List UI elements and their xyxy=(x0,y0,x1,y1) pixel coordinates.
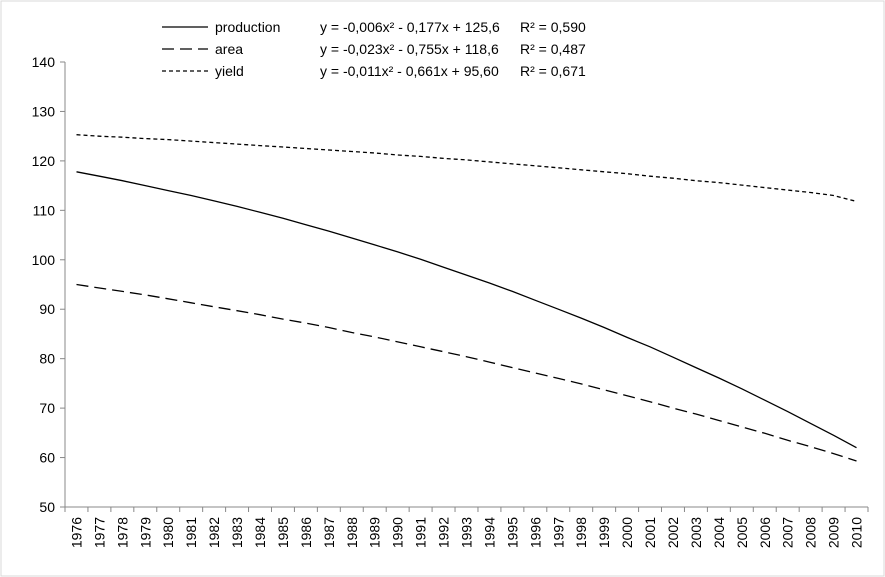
x-tick-label: 1982 xyxy=(206,517,222,548)
trendline-equation-production: y = -0,006x² - 0,177x + 125,6 xyxy=(320,19,500,35)
series-line-yield xyxy=(76,134,857,203)
y-tick-label: 80 xyxy=(39,351,55,367)
legend-label-area: area xyxy=(215,41,243,57)
x-tick-label: 1980 xyxy=(160,517,176,548)
axes: 50 60 70 80 90 100 110 120 130 140 1976 1977 1978 197… xyxy=(32,54,869,548)
legend-label-yield: yield xyxy=(215,63,244,79)
x-tick-label: 2003 xyxy=(688,517,704,548)
legend-label-production: production xyxy=(215,19,280,35)
x-tick-label: 2008 xyxy=(803,517,819,548)
x-tick-label: 1997 xyxy=(550,517,566,548)
x-tick-label: 2009 xyxy=(826,517,842,548)
x-tick-label: 1976 xyxy=(68,517,84,548)
y-tick-label: 140 xyxy=(32,54,56,70)
x-tick-label: 1992 xyxy=(436,517,452,548)
plot-area xyxy=(76,134,857,462)
y-tick-label: 130 xyxy=(32,103,56,119)
x-tick-label: 1979 xyxy=(137,517,153,548)
x-tick-label: 2006 xyxy=(757,517,773,548)
legend: production y = -0,006x² - 0,177x + 125,6 R… xyxy=(162,19,586,79)
x-tick-label: 2000 xyxy=(619,517,635,548)
x-tick-label: 1991 xyxy=(413,517,429,548)
y-tick-label: 90 xyxy=(39,301,55,317)
x-tick-label: 1990 xyxy=(390,517,406,548)
r-squared-area: R² = 0,487 xyxy=(520,41,586,57)
x-tick-label: 1984 xyxy=(252,517,268,548)
x-tick-label: 2007 xyxy=(780,517,796,548)
x-tick-label: 1986 xyxy=(298,517,314,548)
x-tick-label: 1977 xyxy=(91,517,107,548)
y-tick-label: 110 xyxy=(33,202,56,218)
x-tick-label: 1983 xyxy=(229,517,245,548)
x-tick-label: 1996 xyxy=(527,517,543,548)
x-tick-label: 1998 xyxy=(573,517,589,548)
series-line-area xyxy=(76,283,857,462)
trendline-equation-yield: y = -0,011x² - 0,661x + 95,60 xyxy=(320,63,499,79)
x-tick-label: 1993 xyxy=(459,517,475,548)
x-tick-label: 2010 xyxy=(849,517,865,548)
trendline-equation-area: y = -0,023x² - 0,755x + 118,6 xyxy=(320,41,499,57)
y-tick-label: 100 xyxy=(32,252,56,268)
y-tick-label: 60 xyxy=(39,450,55,466)
r-squared-yield: R² = 0,671 xyxy=(520,63,586,79)
y-tick-label: 120 xyxy=(32,153,56,169)
x-tick-label: 1987 xyxy=(321,517,337,548)
x-tick-label: 1999 xyxy=(596,517,612,548)
x-tick-label: 1994 xyxy=(481,517,497,548)
x-tick-label: 1981 xyxy=(183,517,199,548)
x-tick-label: 1989 xyxy=(367,517,383,548)
x-tick-label: 1985 xyxy=(275,517,291,548)
x-tick-label: 1978 xyxy=(114,517,130,548)
y-tick-label: 70 xyxy=(39,400,55,416)
x-tick-label: 2001 xyxy=(642,517,658,548)
x-tick-label: 2005 xyxy=(734,517,750,548)
x-tick-label: 2004 xyxy=(711,517,727,548)
r-squared-production: R² = 0,590 xyxy=(520,19,586,35)
x-tick-label: 2002 xyxy=(665,517,681,548)
x-tick-label: 1995 xyxy=(504,517,520,548)
x-tick-label: 1988 xyxy=(344,517,360,548)
series-line-production xyxy=(76,171,857,449)
y-tick-label: 50 xyxy=(39,499,55,515)
